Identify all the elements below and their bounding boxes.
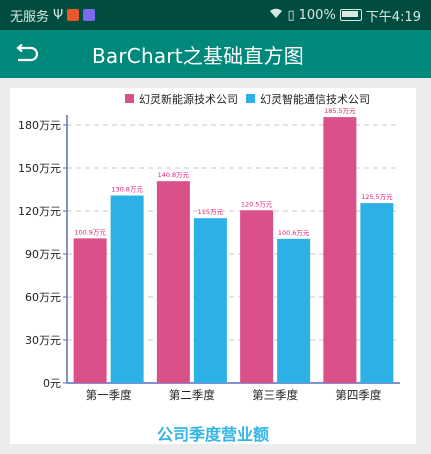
bar [323, 117, 357, 383]
legend-swatch [246, 94, 255, 103]
legend-label: 幻灵新能源技术公司 [139, 92, 238, 106]
back-button[interactable] [0, 30, 52, 78]
photo-notification-icon [83, 9, 96, 21]
y-tick-label: 90万元 [25, 248, 61, 261]
bar [193, 218, 227, 383]
bar-value-label: 100.9万元 [74, 228, 106, 236]
legend-label: 幻灵智能通信技术公司 [260, 92, 370, 106]
sim-icon: ▯ [287, 7, 295, 23]
x-tick-label: 第四季度 [335, 388, 381, 402]
usb-icon: Ψ [53, 7, 64, 23]
wifi-icon [269, 7, 283, 23]
bar-chart: 0元 30万元 60万元 90万元 120万元 150万元 180万元 100.9万元 130.… [18, 92, 400, 402]
bar-value-label: 130.8万元 [111, 186, 143, 194]
y-tick-label: 30万元 [25, 334, 61, 347]
x-tick-label: 第一季度 [86, 388, 132, 402]
bar [73, 238, 107, 383]
y-tick-label: 60万元 [25, 291, 61, 304]
page-title: BarChart之基础直方图 [92, 43, 304, 68]
battery-percent: 100% [298, 7, 336, 23]
back-arrow-icon [16, 44, 39, 62]
status-right: ▯ 100% 下午4:19 [269, 6, 431, 25]
chart-container: 0元 30万元 60万元 90万元 120万元 150万元 180万元 100.9万元 130.… [10, 88, 416, 444]
app-notification-icon [67, 9, 80, 21]
toolbar: BarChart之基础直方图 [0, 30, 431, 78]
bar-value-label: 185.5万元 [324, 107, 356, 115]
bar-value-label: 120.5万元 [241, 200, 273, 208]
clock: 下午4:19 [365, 9, 421, 25]
bar-value-label: 115万元 [198, 208, 224, 216]
chart-title: 公司季度营业额 [156, 425, 269, 444]
y-tick-label: 0元 [43, 377, 61, 390]
x-tick-label: 第二季度 [169, 388, 215, 402]
legend-swatch [125, 94, 134, 103]
bar [240, 210, 274, 383]
status-bar: 无服务 Ψ ▯ 100% 下午4:19 [0, 0, 431, 30]
bar-value-label: 140.8万元 [158, 171, 190, 179]
y-tick-label: 150万元 [18, 162, 61, 175]
carrier-text: 无服务 [10, 9, 50, 25]
y-tick-label: 180万元 [18, 119, 61, 132]
x-tick-label: 第三季度 [252, 388, 298, 402]
bar [156, 181, 190, 383]
bar [110, 195, 144, 383]
bar-value-label: 125.5万元 [361, 193, 393, 201]
bar [277, 238, 311, 383]
battery-icon [339, 9, 362, 21]
status-left: 无服务 Ψ [0, 6, 96, 25]
bar-value-label: 100.6万元 [278, 229, 310, 237]
y-tick-label: 120万元 [18, 205, 61, 218]
bar [360, 203, 394, 383]
